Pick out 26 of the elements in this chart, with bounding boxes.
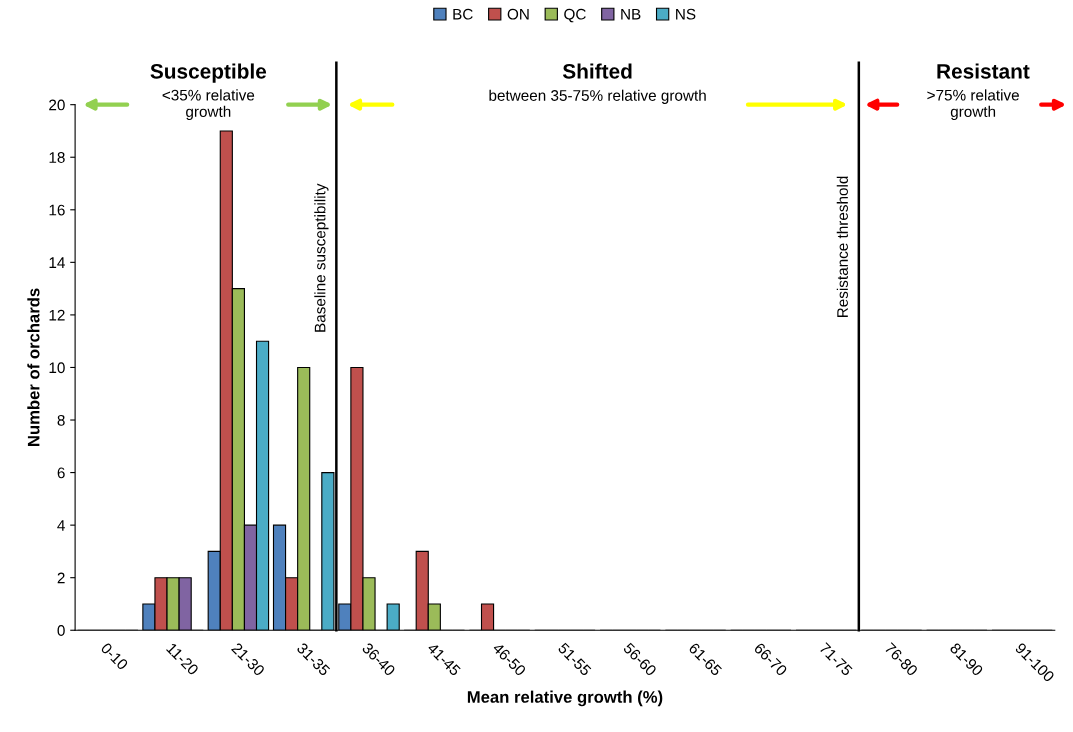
- y-tick-label: 6: [57, 467, 65, 479]
- y-tick-label: 20: [49, 99, 65, 111]
- text: between 35-75% relative growth: [489, 89, 706, 104]
- x-axis-title: Mean relative growth (%): [467, 690, 663, 707]
- annotation: >75% relative growth: [927, 89, 1019, 121]
- legend-label: BC: [453, 8, 473, 20]
- y-tick-label: 4: [57, 520, 65, 531]
- annotation: Resistance threshold: [836, 176, 848, 318]
- legend-label: QC: [564, 8, 586, 23]
- y-tick-label: 8: [57, 414, 65, 426]
- y-tick-label: 14: [49, 257, 65, 268]
- y-axis-title: Number of orchards: [27, 288, 40, 446]
- text: Resistant: [937, 63, 1030, 79]
- y-tick-label: 2: [57, 572, 65, 584]
- y-tick-label: 16: [49, 204, 65, 216]
- annotation: Baseline susceptibility: [314, 183, 329, 332]
- y-tick-label: 18: [49, 152, 65, 163]
- text: Susceptible: [150, 63, 267, 83]
- text: Shifted: [562, 63, 632, 79]
- y-tick-label: 10: [49, 362, 65, 374]
- legend-label: ON: [507, 8, 529, 20]
- annotation: <35% relative growth: [162, 89, 255, 121]
- y-tick-label: 12: [49, 309, 65, 321]
- legend-label: NB: [621, 8, 641, 20]
- y-tick-label: 0: [57, 625, 65, 636]
- legend-label: NS: [676, 8, 696, 20]
